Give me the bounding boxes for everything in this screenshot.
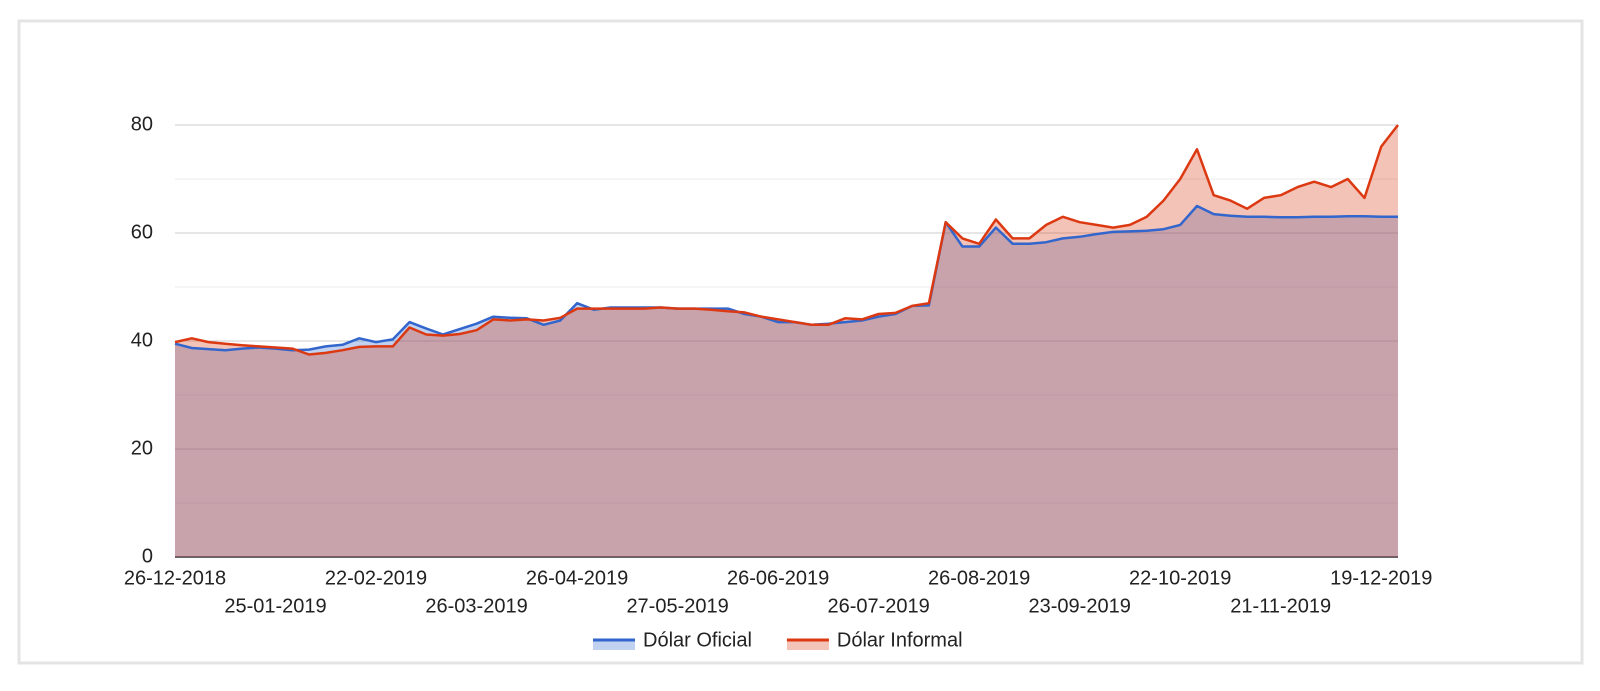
area — [175, 206, 1398, 557]
x-tick-label: 22-02-2019 — [325, 567, 427, 589]
y-tick-label: 0 — [142, 545, 153, 567]
y-tick-label: 80 — [131, 113, 153, 135]
x-tick-label: 19-12-2019 — [1330, 567, 1432, 589]
y-tick-label: 20 — [131, 437, 153, 459]
legend-label: Dólar Oficial — [643, 629, 752, 651]
x-tick-label: 26-12-2018 — [124, 567, 226, 589]
x-tick-label: 26-04-2019 — [526, 567, 628, 589]
line — [174, 124, 1399, 356]
area — [175, 125, 1398, 557]
x-tick-label: 26-08-2019 — [928, 567, 1030, 589]
line — [174, 204, 1398, 352]
chart-frame — [17, 19, 1584, 665]
x-tick-label: 26-07-2019 — [827, 595, 929, 617]
x-tick-label: 22-10-2019 — [1129, 567, 1231, 589]
y-tick-label: 40 — [131, 329, 153, 351]
x-tick-label: 26-06-2019 — [727, 567, 829, 589]
x-tick-label: 25-01-2019 — [224, 595, 326, 617]
x-tick-label: 21-11-2019 — [1230, 595, 1331, 617]
x-tick-label: 27-05-2019 — [626, 595, 728, 617]
legend-swatch — [786, 640, 829, 650]
x-tick-label: 26-03-2019 — [425, 595, 527, 617]
legend-swatch — [593, 640, 635, 650]
legend-label: Dólar Informal — [837, 629, 963, 651]
x-tick-label: 23-09-2019 — [1029, 595, 1131, 617]
y-tick-label: 60 — [131, 221, 153, 243]
